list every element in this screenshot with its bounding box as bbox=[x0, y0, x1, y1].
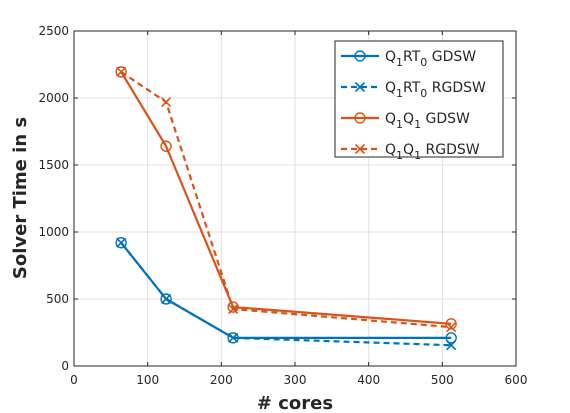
x-tick-label: 500 bbox=[431, 373, 454, 387]
x-marker-stroke bbox=[161, 96, 172, 108]
x-marker-stroke bbox=[446, 340, 457, 351]
series-group bbox=[115, 66, 457, 351]
y-tick-label: 0 bbox=[61, 359, 69, 373]
data-point bbox=[160, 140, 172, 152]
x-tick-label: 400 bbox=[357, 373, 380, 387]
y-tick-label: 500 bbox=[46, 292, 69, 306]
y-tick-label: 2500 bbox=[38, 24, 69, 38]
legend-marker bbox=[354, 112, 366, 124]
x-tick-label: 200 bbox=[210, 373, 233, 387]
y-axis-label: Solver Time in s bbox=[10, 117, 31, 279]
series-line bbox=[120, 71, 452, 325]
x-tick-label: 0 bbox=[70, 373, 78, 387]
x-marker-stroke bbox=[161, 293, 172, 305]
series-3 bbox=[115, 66, 457, 330]
series-line bbox=[120, 242, 452, 347]
legend: Q1RT0 GDSW Q1RT0 RGDSW Q1Q1 GDSW Q1Q1 RGDSW bbox=[334, 40, 504, 162]
data-point bbox=[445, 332, 457, 344]
data-point bbox=[161, 96, 172, 108]
legend-entry-3: Q1Q1 GDSW bbox=[341, 111, 470, 131]
data-point bbox=[446, 340, 457, 351]
legend-label: Q1RT0 RGDSW bbox=[385, 80, 486, 100]
data-point bbox=[116, 66, 127, 77]
y-tick-label: 1000 bbox=[38, 225, 69, 239]
legend-entry-4: Q1Q1 RGDSW bbox=[341, 142, 480, 162]
x-tick-label: 300 bbox=[284, 373, 307, 387]
x-marker-stroke bbox=[116, 237, 127, 248]
data-point bbox=[116, 237, 127, 248]
x-marker-stroke bbox=[228, 332, 239, 343]
legend-entry-2: Q1RT0 RGDSW bbox=[341, 80, 486, 100]
x-marker-stroke bbox=[116, 66, 127, 77]
series-line bbox=[120, 70, 452, 329]
y-tick-label: 1500 bbox=[38, 158, 69, 172]
data-point bbox=[115, 237, 127, 249]
data-point bbox=[445, 318, 457, 330]
series-2 bbox=[116, 237, 457, 351]
series-1 bbox=[115, 237, 457, 344]
data-point bbox=[227, 301, 239, 313]
legend-marker bbox=[354, 143, 366, 155]
legend-marker bbox=[354, 50, 366, 62]
x-marker-stroke bbox=[354, 143, 366, 155]
legend-label: Q1Q1 RGDSW bbox=[385, 142, 480, 162]
x-axis-label: # cores bbox=[257, 393, 333, 413]
data-point bbox=[161, 293, 172, 305]
x-marker-stroke bbox=[446, 322, 457, 333]
data-point bbox=[160, 293, 172, 305]
x-tick-label: 600 bbox=[505, 373, 528, 387]
data-point bbox=[115, 66, 127, 78]
data-point bbox=[228, 303, 239, 315]
legend-entry-1: Q1RT0 GDSW bbox=[341, 49, 476, 69]
x-marker-stroke bbox=[354, 81, 366, 93]
data-point bbox=[228, 332, 239, 343]
axis-ticks: 0 100 200 300 400 500 600 0 500 1000 1500 2000 2500 bbox=[38, 24, 527, 387]
legend-label: Q1RT0 GDSW bbox=[385, 49, 476, 69]
legend-marker bbox=[354, 81, 366, 93]
legend-label: Q1Q1 GDSW bbox=[385, 111, 470, 131]
x-marker-stroke bbox=[228, 303, 239, 315]
x-tick-label: 100 bbox=[136, 373, 159, 387]
y-tick-label: 2000 bbox=[38, 91, 69, 105]
data-point bbox=[446, 322, 457, 333]
series-4 bbox=[116, 66, 457, 333]
